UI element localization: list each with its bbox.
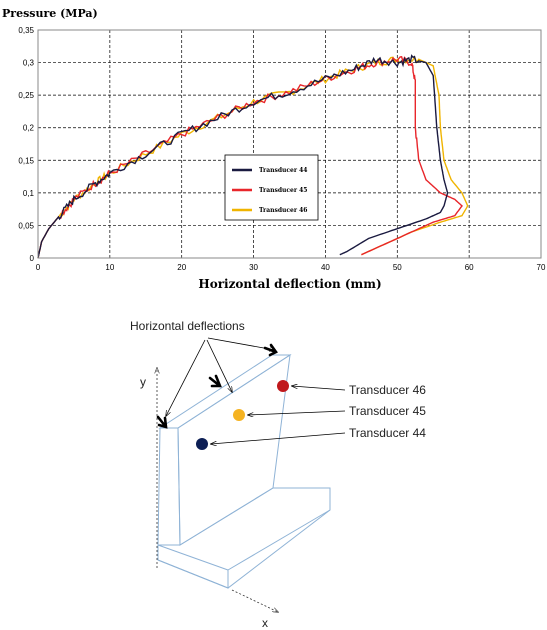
series-lines bbox=[37, 54, 469, 259]
wall-block bbox=[157, 353, 331, 589]
x-tick-label: 40 bbox=[321, 263, 330, 272]
x-tick-label: 0 bbox=[36, 263, 41, 272]
grid-lines bbox=[38, 30, 541, 258]
series-line-transducer-44 bbox=[37, 54, 449, 259]
transducer-markers bbox=[196, 380, 289, 450]
transducer-46-marker bbox=[277, 380, 289, 392]
deflection-pointers bbox=[166, 337, 275, 416]
x-tick-label: 60 bbox=[465, 263, 474, 272]
base-top-face bbox=[157, 487, 331, 589]
x-tick-label: 30 bbox=[249, 263, 258, 272]
y-tick-label: 0,05 bbox=[18, 221, 34, 230]
x-tick-label: 10 bbox=[105, 263, 114, 272]
wall-left-face bbox=[157, 427, 181, 546]
plot-frame bbox=[37, 29, 542, 259]
diagram-title: Horizontal deflections bbox=[130, 319, 245, 333]
y-tick-label: 0,3 bbox=[23, 59, 35, 68]
legend-label: Transducer 45 bbox=[259, 187, 307, 194]
legend-label: Transducer 44 bbox=[259, 167, 307, 174]
y-tick-label: 0,25 bbox=[18, 91, 34, 100]
legend: Transducer 44 Transducer 45 Transducer 46 bbox=[224, 154, 319, 221]
y-tick-label: 0,15 bbox=[18, 156, 34, 165]
transducer-45-label: Transducer 45 bbox=[349, 404, 426, 418]
legend-label: Transducer 46 bbox=[259, 207, 307, 214]
x-tick-label: 20 bbox=[177, 263, 186, 272]
transducer-pointers bbox=[211, 386, 346, 444]
x-axis-label: Horizontal deflection (mm) bbox=[198, 277, 381, 291]
y-tick-labels: 0 0,05 0,1 0,15 0,2 0,25 0,3 0,35 bbox=[18, 26, 34, 263]
transducer-diagram: Horizontal deflections y x Transducer 46… bbox=[130, 319, 426, 630]
transducer-46-label: Transducer 46 bbox=[349, 383, 426, 397]
y-tick-label: 0,35 bbox=[18, 26, 34, 35]
series-line-transducer-45 bbox=[37, 56, 463, 259]
y-tick-label: 0,2 bbox=[23, 124, 35, 133]
base-edges bbox=[157, 509, 331, 589]
x-tick-label: 50 bbox=[393, 263, 402, 272]
arrow-icon bbox=[263, 343, 278, 357]
arrow-icon bbox=[208, 374, 222, 388]
transducer-45-marker bbox=[233, 409, 245, 421]
transducer-44-label: Transducer 44 bbox=[349, 426, 426, 440]
y-tick-label: 0 bbox=[30, 254, 35, 263]
wall-top-face bbox=[158, 354, 292, 429]
pressure-chart: Pressure (MPa) 0 0,05 0,1 0,15 0,2 0,25 0,3 0,3… bbox=[2, 7, 546, 291]
base-inner-edge bbox=[157, 544, 229, 571]
x-axis-name: x bbox=[262, 616, 268, 630]
transducer-44-marker bbox=[196, 438, 208, 450]
x-tick-label: 70 bbox=[537, 263, 546, 272]
arrow-icon bbox=[156, 415, 168, 429]
bold-deflection-arrows bbox=[156, 343, 278, 429]
y-axis-label: Pressure (MPa) bbox=[2, 7, 98, 20]
wall-front-face bbox=[177, 353, 291, 546]
x-tick-labels: 0 10 20 30 40 50 60 70 bbox=[36, 263, 546, 272]
x-axis-arrow bbox=[231, 589, 278, 612]
y-axis-name: y bbox=[140, 375, 146, 389]
y-tick-label: 0,1 bbox=[23, 189, 35, 198]
